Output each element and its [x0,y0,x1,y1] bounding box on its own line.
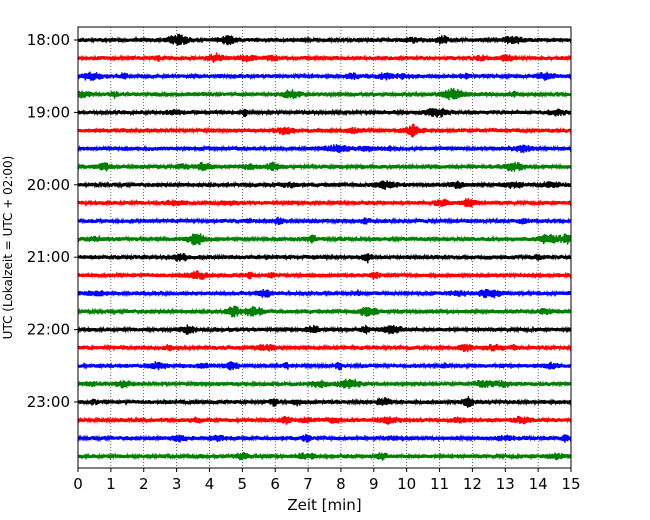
trace-2030 [77,216,572,226]
y-tick-label: 22:00 [27,321,70,339]
x-tick-label: 8 [336,475,346,493]
trace-1930 [77,144,572,153]
y-tick-label: 19:00 [27,103,70,121]
x-tick-label: 11 [430,475,449,493]
x-axis: 0 1 2 3 4 5 6 7 8 9 10 11 12 13 14 15 [73,468,581,493]
x-tick-label: 5 [238,475,248,493]
y-tick-label: 20:00 [27,176,70,194]
x-tick-label: 6 [270,475,280,493]
x-tick-label: 3 [172,475,182,493]
y-tick-label: 21:00 [27,248,70,266]
x-tick-label: 13 [496,475,515,493]
trace-1830 [77,71,572,82]
trace-2115 [77,270,572,280]
trace-2130 [77,288,572,299]
x-tick-label: 14 [529,475,548,493]
x-tick-label: 9 [369,475,379,493]
x-tick-label: 0 [73,475,83,493]
trace-1800 [77,33,572,46]
x-tick-label: 12 [463,475,482,493]
x-tick-label: 10 [397,475,416,493]
x-tick-label: 2 [139,475,149,493]
trace-2345 [77,452,572,461]
trace-2100 [77,253,572,264]
trace-2315 [77,415,572,425]
x-axis-label: Zeit [min] [287,496,361,514]
y-axis: 18:00 19:00 20:00 21:00 22:00 23:00 [27,31,78,411]
trace-1845 [77,87,572,101]
trace-2145 [77,305,572,318]
x-tick-label: 7 [303,475,313,493]
trace-2300 [77,396,572,408]
plot-frame [77,26,572,469]
x-tick-label: 4 [205,475,215,493]
trace-2045 [77,233,572,246]
trace-2200 [77,324,572,335]
trace-1945 [77,161,572,172]
trace-2230 [77,361,572,371]
trace-1900 [77,107,572,118]
seismic-traces [77,33,572,461]
y-tick-label: 23:00 [27,393,70,411]
x-tick-label: 15 [561,475,580,493]
trace-2245 [77,378,572,390]
trace-2000 [77,180,572,190]
trace-2015 [77,197,572,208]
trace-2215 [77,343,572,353]
x-tick-label: 1 [106,475,116,493]
trace-1915 [77,123,572,138]
trace-1815 [77,52,572,63]
y-tick-label: 18:00 [27,31,70,49]
trace-2330 [77,433,572,443]
y-axis-label: UTC (Lokalzeit = UTC + 02:00) [1,156,15,340]
